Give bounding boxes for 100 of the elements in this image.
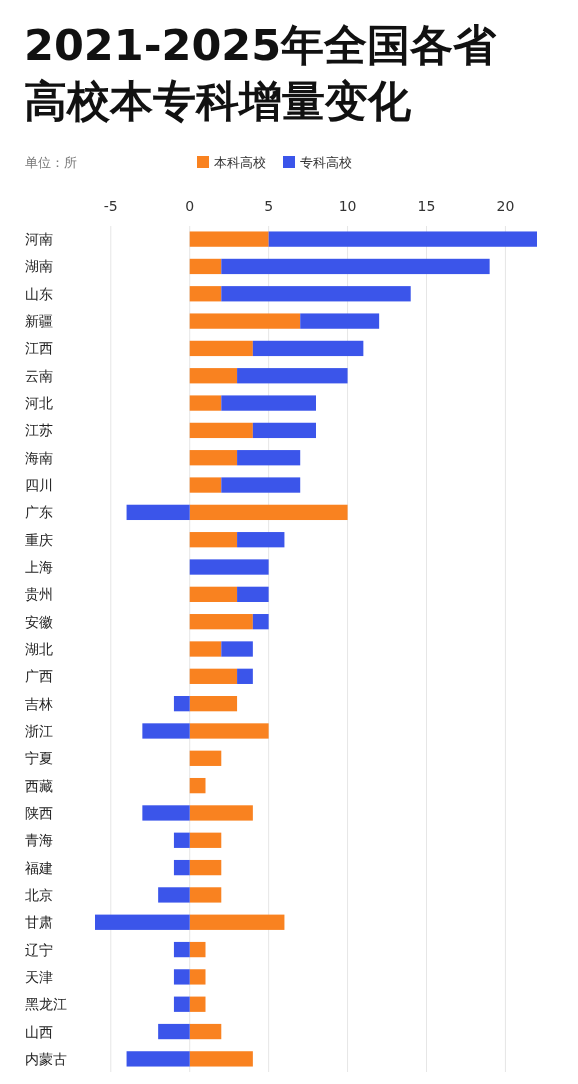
bar <box>189 996 206 1012</box>
x-tick-label: 15 <box>417 198 436 214</box>
bar <box>189 559 269 575</box>
y-tick-label: 黑龙江 <box>25 996 67 1013</box>
y-tick-label: 山西 <box>25 1023 53 1040</box>
y-tick-label: 福建 <box>25 859 53 876</box>
bar <box>237 450 301 466</box>
bar <box>221 395 316 411</box>
y-tick-label: 湖南 <box>25 258 53 275</box>
chart-title: 2021-2025年全国各省高校本专科增量变化 <box>24 20 498 126</box>
bar <box>252 614 269 630</box>
y-tick-label: 湖北 <box>25 641 53 657</box>
bar <box>237 586 269 602</box>
bar <box>158 887 190 903</box>
y-tick-label: 四川 <box>25 477 53 494</box>
bar <box>189 231 269 247</box>
y-tick-label: 上海 <box>25 559 53 576</box>
y-tick-label: 河北 <box>25 395 53 412</box>
bar <box>189 422 253 439</box>
y-tick-label: 海南 <box>25 449 53 466</box>
bar <box>221 477 301 493</box>
bar <box>173 696 190 712</box>
bar <box>189 750 222 766</box>
bar <box>189 586 238 602</box>
bar <box>189 504 348 521</box>
y-tick-label: 陕西 <box>25 804 53 821</box>
y-tick-label: 云南 <box>25 367 53 384</box>
y-tick-label: 天津 <box>25 968 53 985</box>
bar <box>189 477 222 493</box>
bar <box>189 777 206 794</box>
bar <box>173 859 190 876</box>
bar <box>189 286 222 302</box>
bar <box>142 723 190 739</box>
y-tick-label: 浙江 <box>25 722 53 739</box>
bar <box>300 313 380 329</box>
bar <box>189 450 238 466</box>
bar <box>189 859 222 876</box>
y-tick-label: 河南 <box>25 231 53 248</box>
bar <box>237 532 285 548</box>
y-tick-label: 青海 <box>25 832 53 849</box>
bar <box>189 1051 253 1067</box>
y-tick-label: 内蒙古 <box>25 1050 67 1067</box>
bar <box>189 832 222 848</box>
bar <box>189 395 222 411</box>
bar <box>126 504 190 521</box>
bar <box>189 887 222 903</box>
bar <box>237 668 253 684</box>
bar <box>237 368 348 384</box>
bar <box>189 805 253 821</box>
bar <box>173 941 190 958</box>
bar <box>189 368 238 384</box>
bar <box>95 914 190 930</box>
bar <box>189 313 301 329</box>
bar <box>189 532 238 548</box>
y-tick-label: 山东 <box>25 285 53 302</box>
bar <box>189 696 238 712</box>
y-tick-label: 宁夏 <box>25 750 53 767</box>
bar <box>173 969 190 985</box>
y-tick-label: 辽宁 <box>25 941 53 958</box>
bar <box>252 340 364 357</box>
y-tick-label: 广西 <box>25 668 53 685</box>
bar <box>221 286 411 302</box>
y-tick-label: 江苏 <box>25 422 53 439</box>
x-tick-label: 5 <box>264 198 274 214</box>
bar <box>252 422 316 439</box>
bar <box>189 1023 222 1040</box>
bar <box>189 914 285 930</box>
bar <box>173 832 190 848</box>
legend-label: 本科高校 <box>214 155 266 170</box>
bar <box>126 1051 190 1067</box>
bar <box>173 996 190 1012</box>
bar <box>189 723 269 739</box>
x-tick-label: -5 <box>103 198 118 214</box>
y-tick-label: 西藏 <box>25 777 53 794</box>
y-tick-label: 广东 <box>25 504 53 521</box>
bar <box>189 614 253 630</box>
y-tick-label: 重庆 <box>25 531 53 548</box>
legend-label: 专科高校 <box>300 155 352 170</box>
bar <box>189 340 253 357</box>
y-tick-label: 吉林 <box>25 695 53 712</box>
bar <box>221 258 490 275</box>
x-tick-label: 10 <box>338 198 357 214</box>
y-tick-label: 新疆 <box>25 313 53 330</box>
bar <box>189 969 206 985</box>
y-tick-label: 北京 <box>25 886 53 903</box>
x-tick-label: 20 <box>496 198 515 214</box>
y-tick-label: 安徽 <box>25 613 53 630</box>
y-tick-label: 甘肃 <box>25 914 53 931</box>
bar <box>189 258 222 275</box>
bar <box>158 1023 190 1040</box>
bar <box>221 641 253 657</box>
bar <box>189 641 222 657</box>
text: 单位：所 <box>25 155 77 170</box>
x-tick-label: 0 <box>185 198 195 214</box>
bar <box>189 668 238 684</box>
bar <box>142 805 190 821</box>
y-tick-label: 江西 <box>25 340 53 357</box>
bar <box>268 231 537 247</box>
bar <box>189 941 206 958</box>
y-tick-label: 贵州 <box>25 586 53 603</box>
